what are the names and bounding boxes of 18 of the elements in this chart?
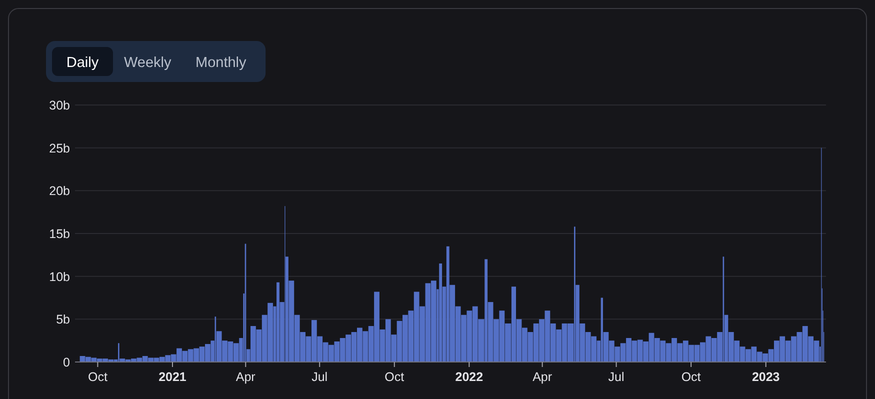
y-tick-label: 15b — [49, 227, 70, 241]
x-tick-label: Oct — [88, 370, 108, 384]
x-tick-label: Jul — [608, 370, 624, 384]
x-tick-label: Apr — [236, 370, 256, 384]
y-tick-label: 25b — [49, 141, 70, 156]
period-tabs: Daily Weekly Monthly — [46, 41, 266, 82]
x-tick-label: 2021 — [158, 370, 186, 384]
y-tick-label: 0 — [63, 356, 70, 370]
y-tick-label: 10b — [49, 270, 70, 284]
x-tick-label: Apr — [532, 370, 552, 384]
x-tick-label: Jul — [312, 370, 328, 384]
x-tick-label: 2022 — [455, 370, 484, 384]
x-tick-label: Oct — [384, 370, 405, 384]
y-tick-label: 20b — [49, 184, 70, 198]
y-tick-label: 30b — [49, 98, 70, 112]
x-tick-label: 2023 — [752, 370, 780, 384]
y-tick-label: 5b — [56, 312, 70, 327]
x-tick-label: Oct — [681, 370, 702, 384]
